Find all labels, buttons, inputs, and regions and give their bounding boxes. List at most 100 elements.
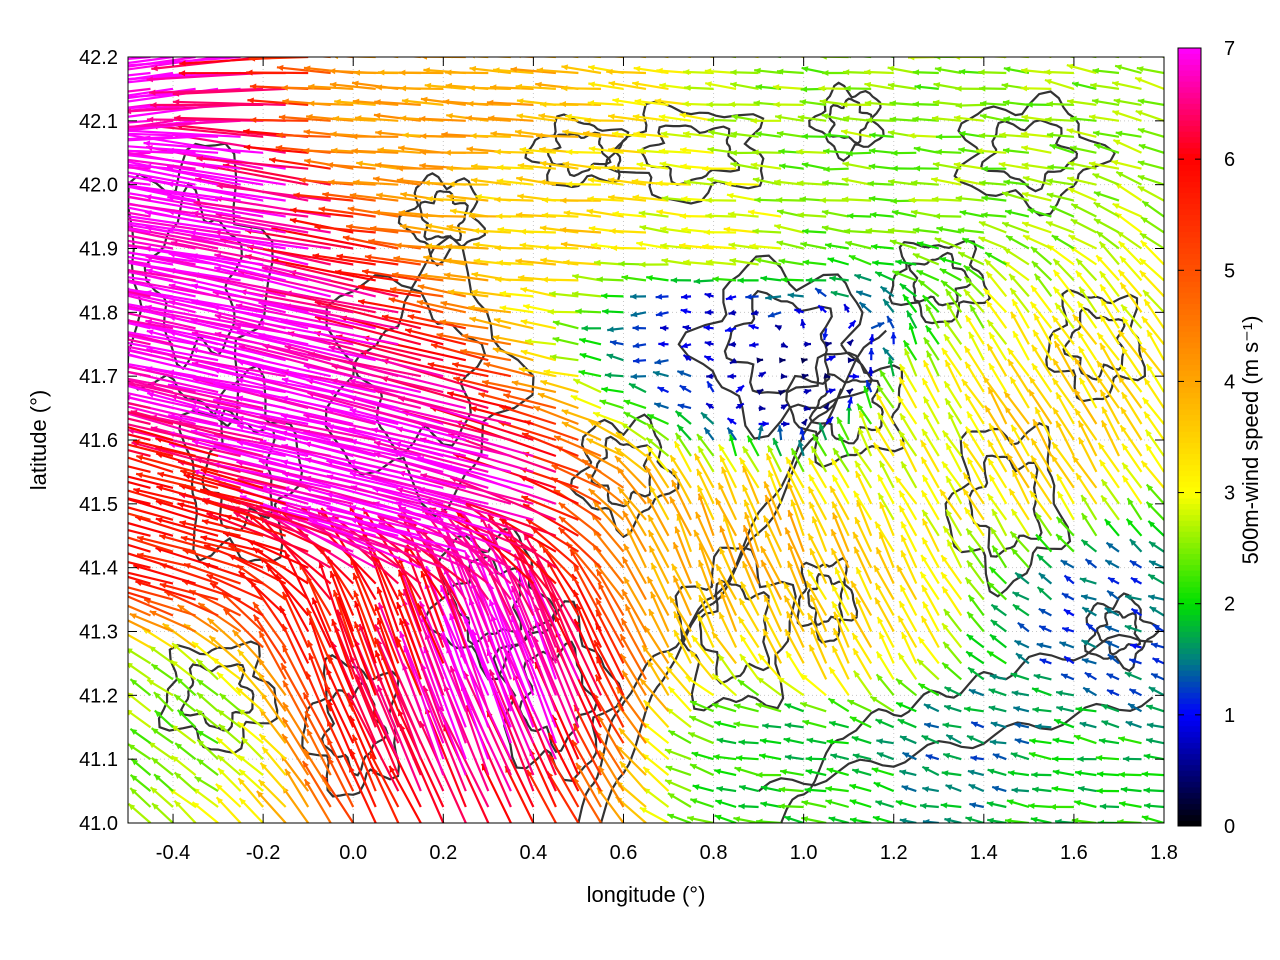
wind-vector: [735, 755, 759, 762]
x-tick-label: 1.4: [970, 842, 998, 864]
wind-vector: [773, 224, 804, 234]
wind-vector: [1125, 518, 1143, 537]
wind-vector: [911, 57, 917, 59]
wind-vector: [150, 102, 264, 109]
wind-vector: [825, 785, 849, 793]
wind-vector: [282, 680, 310, 728]
wind-vector: [1046, 57, 1052, 59]
wind-vector: [128, 88, 129, 91]
wind-vector: [1031, 362, 1053, 393]
wind-vector: [1009, 530, 1030, 553]
wind-vector: [692, 784, 714, 793]
y-tick-label: 41.2: [79, 685, 118, 707]
wind-vector: [128, 87, 151, 93]
wind-vector: [520, 287, 557, 298]
colorbar-segment: [1178, 753, 1201, 760]
wind-vector: [917, 279, 940, 298]
wind-vector: [831, 512, 850, 553]
wind-vector: [128, 261, 219, 282]
wind-vector: [1101, 406, 1120, 441]
wind-vector: [128, 234, 196, 250]
wind-vector: [128, 321, 151, 330]
wind-vector: [953, 177, 985, 186]
wind-vector: [986, 343, 1008, 377]
wind-vector: [128, 227, 151, 234]
colorbar-segment: [1178, 275, 1201, 282]
wind-vector: [963, 264, 985, 282]
wind-vector: [1044, 78, 1075, 90]
wind-vector: [1075, 472, 1098, 505]
wind-vector: [964, 314, 985, 345]
wind-vector: [128, 709, 152, 729]
wind-vector: [1035, 533, 1053, 553]
wind-vector: [376, 684, 422, 792]
wind-vector: [945, 733, 962, 745]
colorbar-segment: [1178, 625, 1201, 632]
wind-vector: [1110, 57, 1119, 59]
wind-vector: [837, 433, 850, 457]
wind-vector: [705, 259, 737, 266]
wind-vector: [373, 209, 421, 218]
wind-vector: [553, 488, 602, 521]
wind-vector: [1099, 389, 1120, 425]
wind-vector: [811, 516, 828, 553]
wind-vector: [984, 251, 1007, 266]
wind-vector: [899, 412, 918, 441]
wind-vector: [750, 309, 759, 316]
terrain-contour: [397, 172, 486, 267]
wind-vector: [128, 448, 151, 458]
wind-vector: [572, 273, 602, 282]
colorbar-segment: [1178, 581, 1201, 588]
wind-vector: [889, 100, 917, 107]
wind-vector: [1074, 770, 1097, 777]
colorbar-segment: [1178, 481, 1201, 488]
terrain-contour: [808, 372, 884, 445]
wind-vector: [237, 777, 264, 808]
colorbar-segment: [1178, 258, 1201, 266]
wind-vector: [284, 768, 310, 808]
wind-vector: [150, 727, 174, 745]
wind-vector: [623, 576, 647, 617]
wind-vector: [128, 280, 196, 298]
wind-vector: [570, 394, 602, 410]
colorbar-frame: [1177, 47, 1202, 827]
wind-vector: [376, 586, 400, 648]
colorbar-segment: [1178, 308, 1201, 316]
wind-vector: [381, 314, 444, 330]
wind-vector: [872, 815, 895, 823]
wind-vector: [944, 397, 963, 425]
wind-vector: [1053, 718, 1075, 729]
wind-vector: [308, 652, 332, 712]
wind-vector: [1147, 520, 1164, 537]
wind-vector: [607, 113, 647, 122]
wind-vector: [854, 273, 872, 282]
wind-vector: [1137, 128, 1164, 138]
wind-vector: [802, 228, 827, 235]
wind-vector: [398, 617, 422, 680]
wind-vector: [1054, 302, 1075, 329]
wind-vector: [877, 474, 895, 505]
wind-vector: [1028, 802, 1052, 809]
wind-vector: [941, 661, 963, 681]
wind-vector: [153, 773, 174, 792]
terrain-contour: [423, 527, 558, 681]
wind-vector: [1028, 751, 1052, 761]
wind-vector: [760, 275, 782, 282]
wind-vector: [1059, 641, 1075, 649]
wind-vector: [824, 341, 832, 348]
wind-vector: [650, 562, 670, 601]
wind-vector: [1127, 702, 1143, 713]
wind-vector: [669, 496, 692, 537]
wind-vector: [353, 590, 377, 648]
wind-vector: [1034, 406, 1053, 441]
wind-vector: [496, 259, 534, 266]
wind-vector: [128, 528, 151, 537]
wind-vector: [374, 650, 400, 712]
wind-vector: [461, 333, 512, 346]
wind-vector: [1117, 240, 1143, 266]
wind-vector: [846, 388, 854, 396]
wind-vector: [334, 98, 376, 106]
wind-vector: [988, 362, 1008, 393]
wind-vector: [206, 573, 264, 601]
colorbar-segment: [1178, 442, 1201, 449]
